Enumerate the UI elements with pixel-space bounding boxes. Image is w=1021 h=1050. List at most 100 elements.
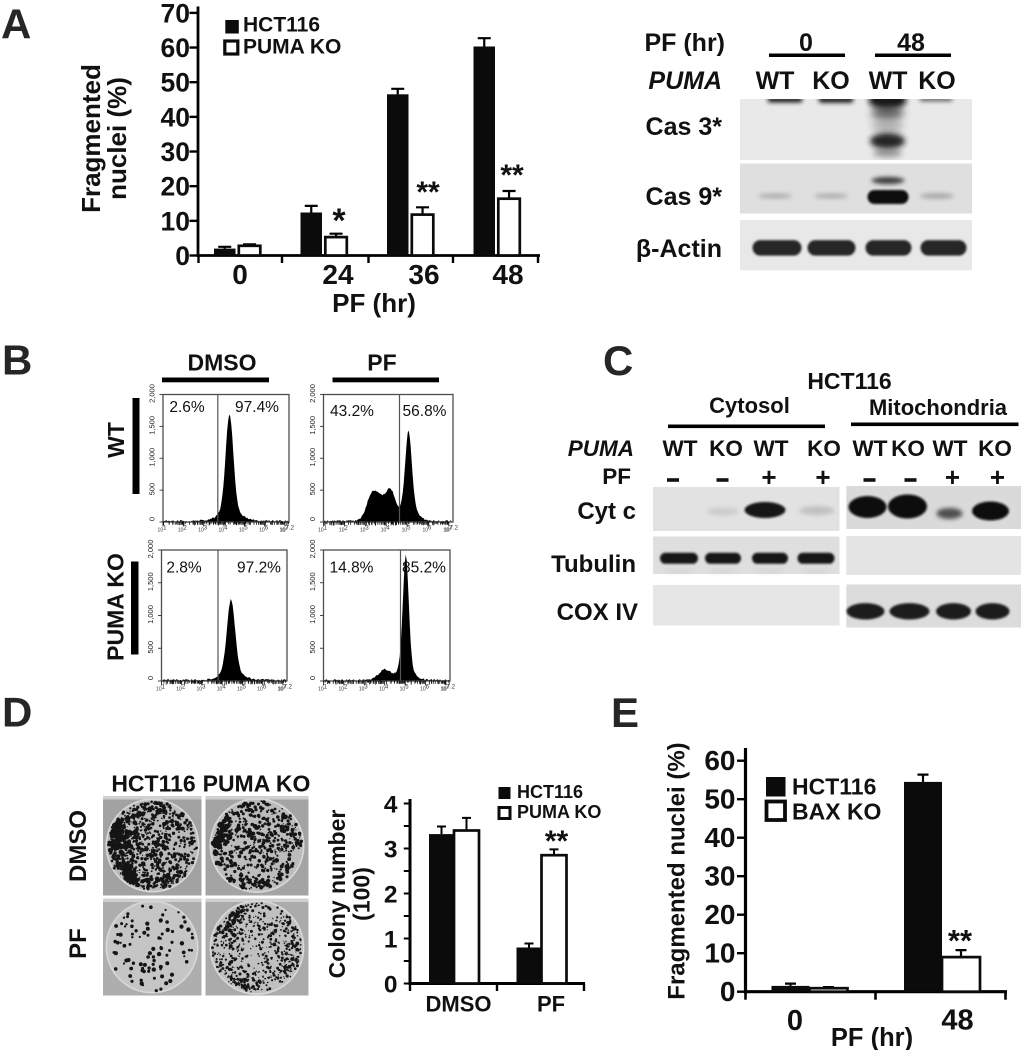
svg-text:104: 104 [219, 525, 229, 533]
svg-text:Mitochondria: Mitochondria [869, 395, 1008, 420]
svg-text:HCT116: HCT116 [517, 782, 583, 802]
svg-text:BAX KO: BAX KO [792, 799, 881, 825]
svg-text:107.2: 107.2 [444, 525, 459, 533]
svg-text:E: E [611, 689, 639, 736]
svg-text:PUMA KO: PUMA KO [243, 36, 341, 59]
svg-text:103: 103 [197, 684, 207, 692]
svg-text:500: 500 [308, 483, 317, 496]
svg-text:Fragmented: Fragmented [76, 64, 106, 213]
svg-text:10: 10 [161, 206, 190, 236]
svg-text:105: 105 [400, 684, 410, 692]
svg-text:0: 0 [384, 972, 398, 999]
svg-text:101: 101 [318, 684, 328, 692]
svg-text:10: 10 [704, 938, 735, 969]
svg-text:1,500: 1,500 [308, 416, 317, 435]
svg-text:102: 102 [339, 525, 349, 533]
svg-text:+: + [945, 462, 960, 492]
svg-text:PF: PF [65, 928, 92, 959]
svg-text:PF (hr): PF (hr) [644, 29, 725, 57]
svg-text:101: 101 [318, 525, 328, 533]
svg-text:107: 107 [443, 525, 453, 533]
svg-text:70: 70 [161, 0, 190, 28]
svg-text:4: 4 [384, 792, 398, 819]
svg-text:**: ** [416, 176, 440, 209]
svg-text:PF (hr): PF (hr) [332, 288, 416, 318]
svg-text:0: 0 [146, 676, 155, 680]
svg-text:KO: KO [812, 67, 850, 95]
svg-text:0: 0 [308, 676, 317, 680]
svg-text:DMSO: DMSO [426, 992, 492, 1017]
svg-text:60: 60 [161, 33, 190, 63]
svg-text:107: 107 [279, 525, 289, 533]
svg-text:β-Actin: β-Actin [636, 235, 722, 263]
svg-text:102: 102 [338, 684, 348, 692]
svg-text:0: 0 [787, 1005, 803, 1037]
svg-text:Colony number: Colony number [324, 810, 350, 979]
svg-text:0: 0 [175, 241, 190, 271]
svg-text:KO: KO [918, 67, 956, 95]
svg-text:Fragmented nuclei (%): Fragmented nuclei (%) [664, 742, 691, 999]
svg-text:36: 36 [408, 259, 439, 290]
svg-text:1: 1 [384, 927, 398, 954]
svg-text:COX IV: COX IV [557, 599, 638, 626]
svg-text:0: 0 [308, 517, 317, 521]
svg-text:24: 24 [322, 259, 354, 290]
svg-text:2,000: 2,000 [148, 384, 157, 403]
svg-text:107.2: 107.2 [280, 525, 295, 533]
svg-text:WT: WT [869, 67, 908, 95]
svg-text:KO: KO [978, 436, 1012, 461]
svg-text:500: 500 [146, 641, 155, 654]
svg-text:WT: WT [754, 436, 789, 461]
svg-text:101: 101 [158, 525, 168, 533]
svg-text:30: 30 [704, 861, 735, 892]
svg-text:Cas 9*: Cas 9* [646, 183, 723, 211]
svg-text:500: 500 [148, 483, 157, 496]
svg-text:PF (hr): PF (hr) [831, 1024, 913, 1050]
svg-text:DMSO: DMSO [188, 350, 257, 376]
svg-text:107: 107 [440, 684, 450, 692]
svg-text:KO: KO [891, 436, 925, 461]
svg-text:107.2: 107.2 [441, 684, 456, 692]
svg-text:A: A [1, 1, 31, 48]
svg-text:1,000: 1,000 [146, 605, 155, 624]
svg-text:2,000: 2,000 [146, 540, 155, 559]
svg-text:40: 40 [161, 102, 190, 132]
svg-text:48: 48 [492, 259, 523, 290]
svg-text:20: 20 [161, 172, 190, 202]
svg-text:Cytosol: Cytosol [709, 393, 790, 418]
svg-text:C: C [603, 337, 633, 384]
svg-text:105: 105 [239, 525, 249, 533]
svg-text:14.8%: 14.8% [330, 560, 374, 577]
svg-text:**: ** [500, 159, 524, 192]
svg-text:WT: WT [933, 436, 968, 461]
svg-text:DMSO: DMSO [65, 810, 92, 882]
svg-text:2,000: 2,000 [308, 384, 317, 403]
svg-text:(100): (100) [349, 867, 375, 921]
svg-text:103: 103 [198, 525, 208, 533]
svg-text:1,500: 1,500 [308, 572, 317, 591]
svg-text:PUMA KO: PUMA KO [103, 553, 129, 661]
svg-text:104: 104 [379, 684, 389, 692]
svg-text:1,000: 1,000 [148, 448, 157, 467]
svg-text:106: 106 [257, 684, 267, 692]
svg-text:1,000: 1,000 [308, 448, 317, 467]
svg-text:PUMA KO: PUMA KO [517, 802, 601, 822]
svg-text:104: 104 [217, 684, 227, 692]
svg-text:Cyt c: Cyt c [577, 498, 636, 525]
svg-text:500: 500 [308, 641, 317, 654]
svg-text:Tubulin: Tubulin [551, 551, 636, 578]
svg-text:85.2%: 85.2% [402, 560, 446, 577]
svg-text:2.6%: 2.6% [169, 399, 205, 416]
svg-text:3: 3 [384, 837, 398, 864]
svg-text:Cas 3*: Cas 3* [646, 113, 723, 141]
svg-text:43.2%: 43.2% [330, 403, 374, 420]
svg-text:50: 50 [704, 784, 735, 815]
svg-text:WT: WT [663, 436, 698, 461]
svg-text:+: + [990, 462, 1005, 492]
svg-text:101: 101 [156, 684, 166, 692]
svg-text:+: + [761, 462, 776, 492]
svg-text:PF: PF [537, 992, 565, 1017]
svg-text:KO: KO [807, 436, 841, 461]
svg-text:WT: WT [103, 422, 129, 458]
svg-text:30: 30 [161, 137, 190, 167]
